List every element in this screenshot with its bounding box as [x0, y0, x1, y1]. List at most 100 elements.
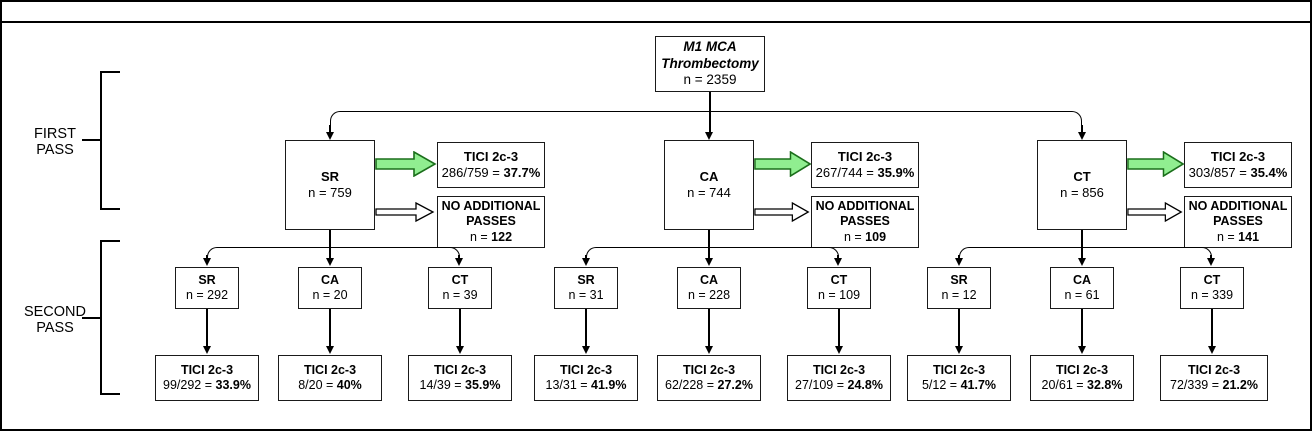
- arrowhead-to-sr: [325, 132, 334, 140]
- device-n: n = 744: [687, 185, 731, 200]
- nap-n-prefix: n =: [1216, 229, 1239, 244]
- device-label: CT: [1203, 272, 1221, 287]
- device-n: n = 109: [817, 288, 861, 302]
- tici-second-pass-box: TICI 2c-3 5/12 = 41.7%: [907, 355, 1011, 401]
- connector-g2-m: [708, 247, 710, 259]
- tici-percent: 24.8%: [847, 378, 883, 392]
- second-pass-bracket-top-tick: [100, 240, 120, 242]
- tici-fraction: 14/39 =: [419, 378, 466, 392]
- tici-value: 5/12 = 41.7%: [922, 378, 996, 393]
- connector-g1-branch: [207, 247, 460, 261]
- tici-value: 303/857 = 35.4%: [1189, 165, 1288, 181]
- device-n: n = 31: [568, 288, 604, 302]
- arrowhead-g2-r: [833, 258, 842, 266]
- tici-percent: 41.7%: [960, 378, 997, 392]
- nap-n-prefix: n =: [843, 229, 866, 244]
- arrowhead-col7: [954, 346, 963, 354]
- connector-g2-branch: [586, 247, 839, 261]
- device-label: CT: [1073, 169, 1091, 185]
- tici-second-pass-box: TICI 2c-3 20/61 = 32.8%: [1030, 355, 1134, 401]
- tici-fraction: 62/228 =: [665, 378, 718, 392]
- nap-line1: NO ADDITIONAL: [1188, 199, 1288, 214]
- tici-value: 13/31 = 41.9%: [546, 378, 627, 393]
- nap-line2: PASSES: [1213, 214, 1263, 229]
- no-additional-passes-box: NO ADDITIONAL PASSES n = 122: [437, 196, 545, 248]
- tici-value: 62/228 = 27.2%: [665, 378, 753, 393]
- tici-percent: 40%: [336, 378, 362, 392]
- device-label: SR: [577, 272, 595, 287]
- first-pass-bracket: [100, 71, 102, 210]
- arrowhead-g1-r: [454, 258, 463, 266]
- tici-fraction: 303/857 =: [1188, 165, 1251, 180]
- device-label: CA: [1072, 272, 1092, 287]
- nap-n: n = 122: [470, 230, 512, 245]
- arrowhead-g2-m: [704, 258, 713, 266]
- connector-g2-stub: [708, 230, 710, 248]
- tici-value: 267/744 = 35.9%: [816, 165, 915, 181]
- arrowhead-col3: [455, 346, 464, 354]
- connector-g3-m: [1081, 247, 1083, 259]
- connector-g2-r: [837, 255, 839, 259]
- arrowhead-col4: [581, 346, 590, 354]
- first-pass-label-line1: FIRST: [34, 126, 76, 142]
- arrowhead-g3-l: [954, 258, 963, 266]
- tici-title: TICI 2c-3: [463, 149, 519, 165]
- no-additional-passes-box: NO ADDITIONAL PASSES n = 141: [1184, 196, 1292, 248]
- connector-g3-l: [958, 255, 960, 259]
- tici-first-pass-box: TICI 2c-3 303/857 = 35.4%: [1184, 142, 1292, 188]
- nap-n-value: 141: [1238, 229, 1260, 244]
- tici-title: TICI 2c-3: [1210, 149, 1266, 165]
- tici-fraction: 267/744 =: [815, 165, 878, 180]
- second-pass-box-sr: SR n = 292: [175, 267, 239, 309]
- tici-fraction: 13/31 =: [545, 378, 592, 392]
- tici-fraction: 72/339 =: [1170, 378, 1223, 392]
- tici-percent: 35.9%: [877, 165, 915, 180]
- tici-fraction: 99/292 =: [163, 378, 216, 392]
- root-n: n = 2359: [683, 72, 737, 88]
- device-n: n = 20: [312, 288, 348, 302]
- arrowhead-g3-r: [1206, 258, 1215, 266]
- connector-col9: [1211, 309, 1213, 349]
- nap-line1: NO ADDITIONAL: [815, 199, 915, 214]
- tici-title: TICI 2c-3: [303, 362, 357, 377]
- connector-col6: [838, 309, 840, 349]
- device-label: SR: [950, 272, 968, 287]
- white-arrow-icon: [375, 201, 435, 223]
- second-pass-bracket-mid-tick: [82, 317, 100, 319]
- first-pass-label-line2: PASS: [36, 142, 74, 158]
- tici-value: 99/292 = 33.9%: [163, 378, 251, 393]
- second-pass-box-ct: CT n = 39: [428, 267, 492, 309]
- tici-percent: 27.2%: [717, 378, 753, 392]
- second-pass-box-ca: CA n = 228: [677, 267, 741, 309]
- tici-title: TICI 2c-3: [433, 362, 487, 377]
- nap-line2: PASSES: [840, 214, 890, 229]
- device-label: CA: [699, 169, 719, 185]
- root-title-line1: M1 MCA: [683, 39, 737, 55]
- tici-second-pass-box: TICI 2c-3 99/292 = 33.9%: [155, 355, 259, 401]
- device-n: n = 61: [1064, 288, 1100, 302]
- connector-g1-m: [329, 247, 331, 259]
- arrowhead-g3-m: [1077, 258, 1086, 266]
- tici-title: TICI 2c-3: [559, 362, 613, 377]
- nap-line2: PASSES: [466, 214, 516, 229]
- arrowhead-col6: [834, 346, 843, 354]
- nap-n-value: 122: [491, 229, 513, 244]
- connector-g2-l: [585, 255, 587, 259]
- arrowhead-g2-l: [581, 258, 590, 266]
- second-pass-label-line1: SECOND: [23, 304, 87, 320]
- first-pass-bracket-top-tick: [100, 71, 120, 73]
- second-pass-box-sr: SR n = 31: [554, 267, 618, 309]
- tici-fraction: 5/12 =: [921, 378, 961, 392]
- tici-value: 27/109 = 24.8%: [795, 378, 883, 393]
- nap-n-value: 109: [865, 229, 887, 244]
- tici-value: 286/759 = 37.7%: [442, 165, 541, 181]
- connector-col1: [206, 309, 208, 349]
- tici-fraction: 20/61 =: [1041, 378, 1088, 392]
- tici-title: TICI 2c-3: [1055, 362, 1109, 377]
- white-arrow-icon: [1127, 201, 1183, 223]
- device-n: n = 856: [1060, 185, 1104, 200]
- arrowhead-to-ca: [705, 132, 714, 140]
- tici-percent: 32.8%: [1087, 378, 1123, 392]
